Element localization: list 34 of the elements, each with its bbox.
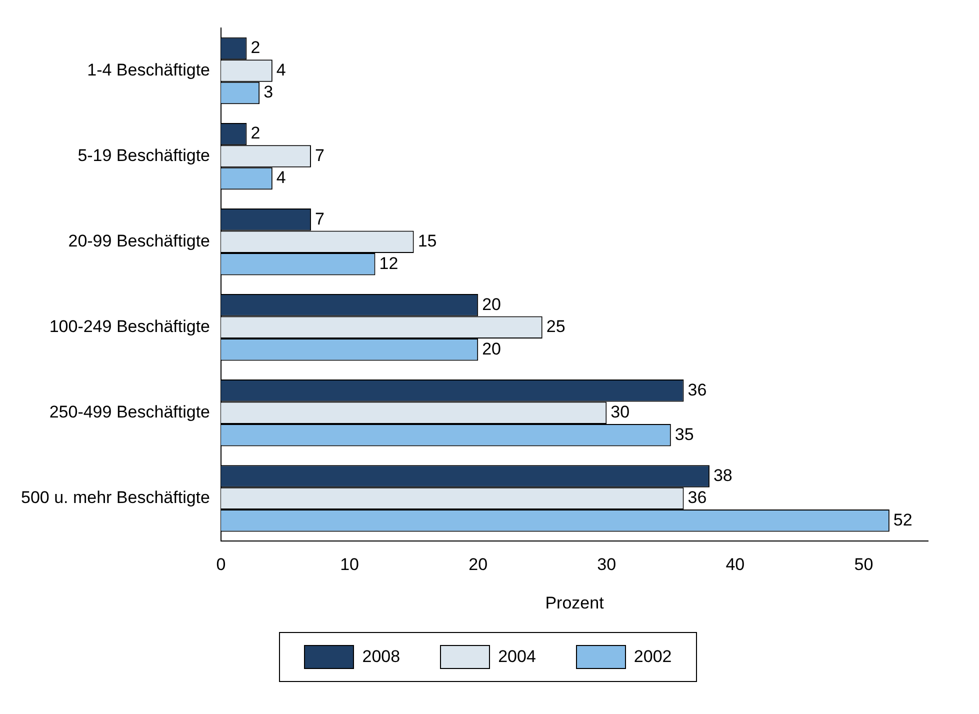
data-label: 7 bbox=[314, 146, 324, 165]
data-label: 36 bbox=[688, 380, 707, 400]
data-label: 4 bbox=[276, 168, 286, 188]
y-tick-label: 250-499 Beschäftigte bbox=[49, 402, 210, 422]
data-label: 38 bbox=[713, 466, 732, 485]
legend-label: 2004 bbox=[498, 647, 536, 667]
x-axis-title: Prozent bbox=[545, 593, 604, 612]
x-tick-label: 40 bbox=[726, 555, 745, 574]
data-label: 2 bbox=[250, 38, 260, 58]
x-tick-label: 0 bbox=[216, 555, 226, 574]
data-label: 35 bbox=[674, 424, 694, 444]
y-tick-label: 20-99 Beschäftigte bbox=[68, 232, 210, 251]
data-label: 4 bbox=[276, 60, 286, 80]
y-tick-label: 100-249 Beschäftigte bbox=[49, 317, 210, 336]
y-tick-label: 5-19 Beschäftigte bbox=[78, 146, 210, 165]
data-label: 25 bbox=[546, 317, 566, 336]
legend-label: 2008 bbox=[362, 647, 400, 667]
y-tick-label: 500 u. mehr Beschäftigte bbox=[20, 488, 210, 508]
data-label: 20 bbox=[482, 294, 502, 314]
data-label: 52 bbox=[893, 510, 912, 530]
x-tick-label: 10 bbox=[340, 555, 360, 574]
legend-label: 2002 bbox=[634, 647, 672, 667]
x-tick-label: 20 bbox=[468, 555, 488, 574]
x-tick-label: 30 bbox=[597, 555, 616, 574]
data-label: 2 bbox=[250, 124, 260, 143]
data-label: 20 bbox=[482, 339, 502, 358]
data-label: 3 bbox=[264, 82, 274, 102]
y-tick-label: 1-4 Beschäftigte bbox=[87, 60, 210, 80]
data-label: 7 bbox=[314, 209, 324, 228]
x-tick-label: 50 bbox=[854, 555, 874, 574]
data-label: 36 bbox=[688, 488, 707, 508]
data-label: 30 bbox=[610, 402, 630, 422]
data-label: 15 bbox=[418, 232, 437, 251]
data-label: 12 bbox=[379, 254, 398, 273]
